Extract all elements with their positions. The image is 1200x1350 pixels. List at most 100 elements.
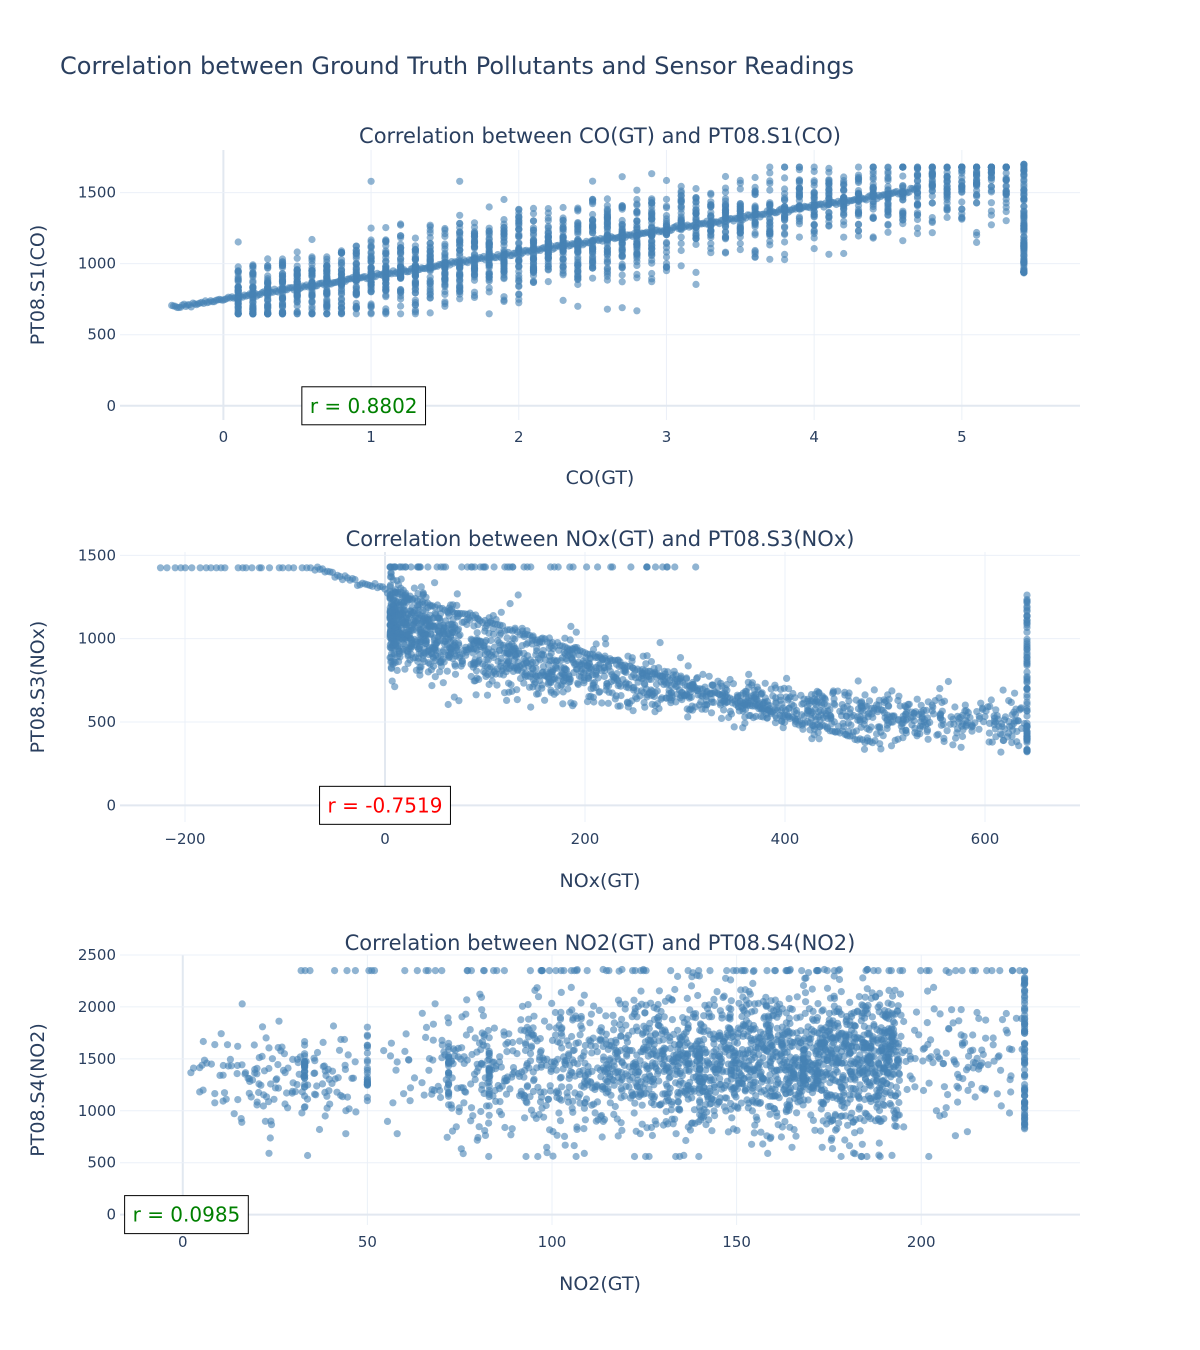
data-point	[441, 290, 449, 298]
data-point	[574, 225, 582, 233]
data-point	[557, 657, 565, 665]
data-point	[620, 664, 629, 672]
data-point	[707, 709, 716, 717]
data-point	[672, 683, 680, 691]
data-point	[293, 275, 301, 283]
data-point	[545, 634, 554, 642]
data-point	[426, 252, 434, 260]
data-point	[411, 301, 419, 309]
data-point	[584, 674, 593, 683]
data-point	[795, 213, 804, 221]
data-point	[815, 735, 823, 743]
data-point	[721, 249, 730, 257]
data-point	[714, 683, 722, 691]
data-point	[764, 1149, 772, 1157]
data-point	[677, 239, 685, 248]
data-point	[427, 649, 436, 657]
data-point	[999, 686, 1007, 694]
data-point	[410, 584, 418, 592]
data-point	[861, 716, 869, 725]
data-point	[958, 711, 967, 719]
data-point	[397, 221, 405, 229]
data-point	[569, 651, 577, 659]
data-point	[936, 710, 945, 718]
data-point	[593, 667, 601, 676]
data-point	[411, 296, 419, 304]
data-point	[432, 640, 440, 648]
data-point	[559, 296, 567, 304]
data-point	[687, 982, 696, 990]
data-point	[986, 719, 994, 728]
data-point	[1007, 698, 1015, 707]
data-point	[603, 212, 612, 221]
data-point	[544, 254, 552, 263]
data-point	[1012, 705, 1020, 713]
data-point	[535, 639, 544, 647]
data-point	[278, 303, 287, 311]
data-point	[633, 200, 641, 208]
data-point	[448, 605, 456, 613]
data-point	[1020, 183, 1028, 191]
data-point	[721, 188, 730, 196]
data-point	[234, 310, 242, 318]
data-point	[308, 291, 316, 299]
data-point	[308, 254, 316, 262]
data-point	[940, 734, 948, 743]
data-point	[470, 262, 479, 270]
data-point	[529, 260, 538, 268]
data-point	[793, 993, 801, 1001]
data-point	[943, 173, 951, 181]
data-point	[899, 172, 907, 180]
data-point	[759, 698, 767, 706]
data-point	[411, 280, 419, 288]
data-point	[544, 278, 552, 286]
data-point	[488, 648, 496, 656]
data-point	[477, 637, 485, 645]
data-point	[997, 748, 1005, 756]
data-point	[949, 741, 957, 749]
data-point	[885, 719, 893, 727]
data-point	[1011, 689, 1019, 697]
data-point	[766, 230, 774, 238]
x-tick-label: 0	[380, 830, 390, 848]
data-point	[609, 563, 617, 571]
data-point	[949, 715, 957, 723]
data-point	[676, 675, 684, 683]
data-point	[1023, 623, 1031, 632]
data-point	[427, 630, 435, 638]
data-point	[420, 612, 428, 621]
data-point	[633, 209, 641, 217]
data-point	[1002, 182, 1010, 191]
data-point	[677, 197, 685, 205]
data-point	[257, 564, 265, 572]
data-point	[854, 220, 863, 228]
data-point	[854, 202, 863, 210]
data-point	[751, 231, 759, 239]
data-point	[935, 694, 943, 702]
data-point	[450, 629, 459, 637]
data-point	[456, 288, 464, 296]
data-point	[815, 689, 823, 697]
data-point	[500, 275, 508, 283]
data-point	[382, 238, 390, 246]
data-point	[1002, 176, 1010, 184]
data-point	[885, 695, 893, 703]
data-point	[982, 707, 990, 715]
data-point	[574, 270, 582, 278]
data-point	[352, 290, 360, 298]
data-point	[456, 223, 464, 232]
data-point	[821, 695, 829, 704]
data-point	[515, 282, 523, 290]
data-point	[846, 705, 854, 713]
data-point	[656, 639, 664, 647]
data-point	[515, 239, 523, 247]
grid-nox	[120, 552, 1080, 822]
data-point	[436, 668, 444, 676]
data-point	[538, 669, 546, 677]
data-point	[854, 677, 862, 685]
data-point	[899, 237, 907, 245]
data-point	[766, 179, 774, 187]
data-point	[427, 666, 435, 674]
data-point	[707, 198, 715, 206]
data-point	[854, 232, 863, 240]
